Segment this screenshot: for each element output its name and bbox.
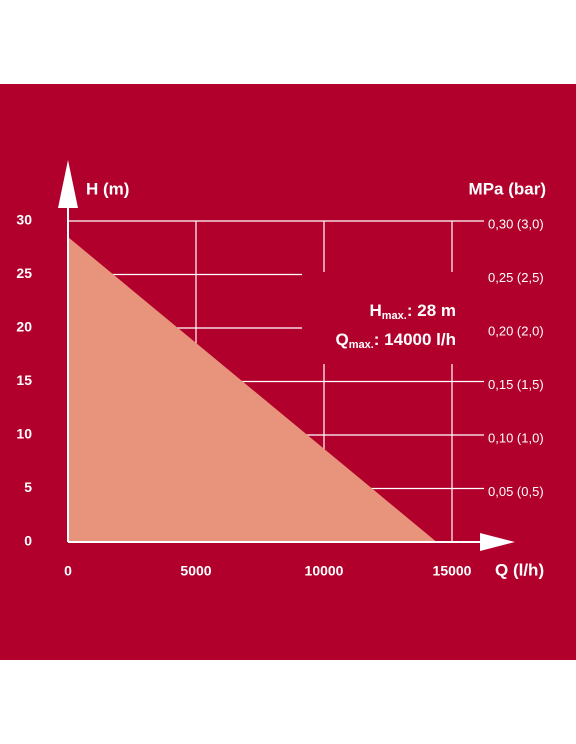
x-axis-arrow <box>480 533 515 551</box>
y-tick-label: 20 <box>16 319 32 335</box>
y2-axis-label: MPa (bar) <box>469 179 546 198</box>
x-tick-label: 15000 <box>433 563 472 579</box>
annotation: Qmax.: 14000 l/h <box>335 330 456 350</box>
y-tick-label: 25 <box>16 265 32 281</box>
y-tick-label: 10 <box>16 426 32 442</box>
y2-tick-label: 0,20 (2,0) <box>488 323 544 338</box>
annotation-part: Q <box>335 330 348 349</box>
annotation-part: max. <box>382 310 407 322</box>
annotation-part: max. <box>349 339 374 351</box>
annotation-backdrop <box>302 272 484 364</box>
annotation-part: : 28 m <box>407 301 456 320</box>
y-axis-arrow <box>58 160 78 208</box>
y-axis-label: H (m) <box>86 179 129 198</box>
x-tick-label: 5000 <box>180 563 211 579</box>
plot <box>68 237 437 543</box>
annotation-part: : 14000 l/h <box>374 330 456 349</box>
y-tick-label: 30 <box>16 212 32 228</box>
y2-tick-label: 0,05 (0,5) <box>488 484 544 499</box>
annotation-part: H <box>370 301 382 320</box>
y-tick-label: 5 <box>24 479 32 495</box>
y2-tick-label: 0,10 (1,0) <box>488 430 544 445</box>
x-axis-label: Q (l/h) <box>495 560 544 579</box>
x-tick-label: 0 <box>64 563 72 579</box>
y2-tick-label: 0,25 (2,5) <box>488 270 544 285</box>
annotation: Hmax.: 28 m <box>370 301 457 321</box>
area <box>68 237 437 543</box>
y-tick-label: 0 <box>24 533 32 549</box>
y2-tick-label: 0,15 (1,5) <box>488 377 544 392</box>
y-tick-label: 15 <box>16 372 32 388</box>
y2-tick-label: 0,30 (3,0) <box>488 216 544 231</box>
x-tick-label: 10000 <box>305 563 344 579</box>
